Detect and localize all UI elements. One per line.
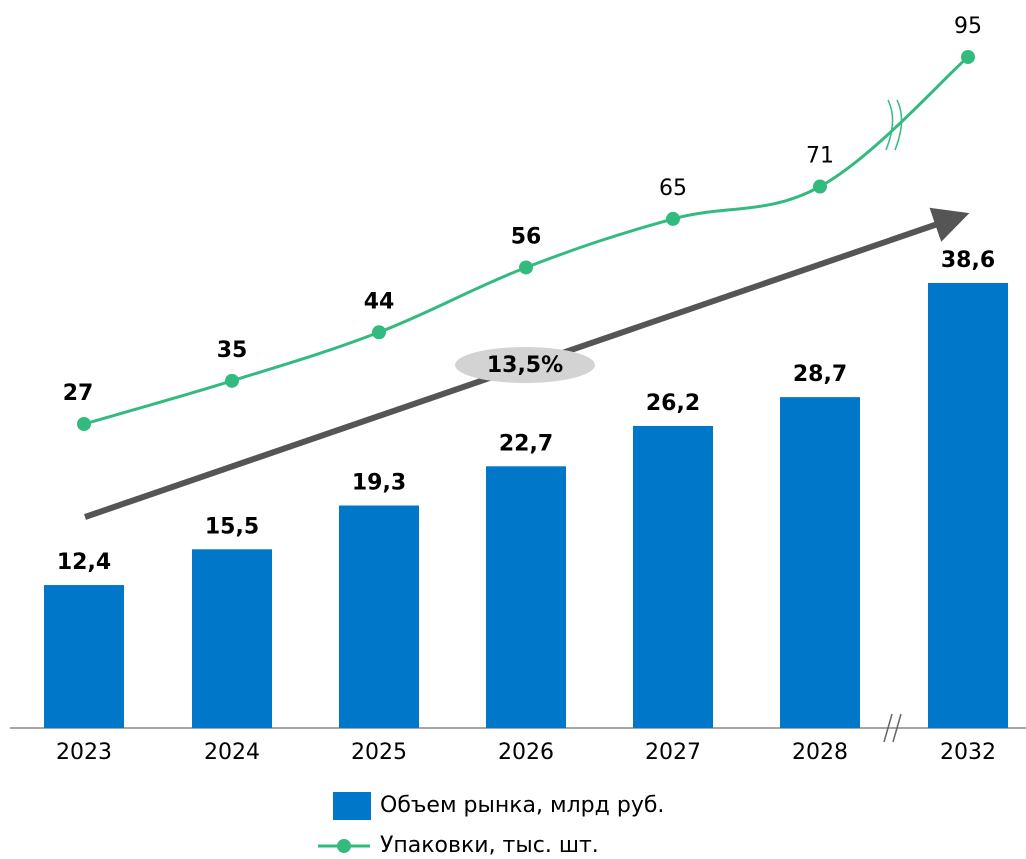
line-point (77, 417, 91, 431)
line-point (813, 179, 827, 194)
line-point (666, 211, 680, 226)
cagr-label: 13,5% (487, 353, 563, 378)
bar-value-label: 28,7 (793, 362, 847, 387)
line-point (225, 373, 239, 388)
bar-value-label: 22,7 (499, 431, 553, 456)
line-value-label: 65 (659, 176, 687, 201)
line-value-label: 35 (217, 338, 248, 363)
bar (486, 466, 566, 728)
x-tick-label: 2025 (351, 740, 407, 765)
bar (633, 425, 713, 728)
line-value-label: 27 (63, 381, 94, 406)
bar (44, 585, 124, 728)
x-tick-label: 2032 (940, 740, 996, 765)
legend-label: Упаковки, тыс. шт. (380, 833, 599, 858)
bar-value-label: 38,6 (941, 248, 995, 273)
cagr-badge (455, 347, 595, 383)
line-value-label: 44 (364, 289, 395, 314)
bar-value-label: 19,3 (352, 471, 406, 496)
legend-swatch (333, 792, 371, 820)
x-tick-label: 2024 (204, 740, 260, 765)
line-point (372, 325, 386, 340)
bar-value-label: 12,4 (57, 550, 111, 575)
line-value-label: 71 (806, 144, 834, 169)
bar (780, 397, 860, 728)
x-tick-label: 2027 (645, 740, 701, 765)
line-value-label: 56 (511, 224, 542, 249)
axis-break (883, 713, 902, 743)
line-value-label: 95 (954, 14, 982, 39)
legend-label: Объем рынка, млрд руб. (380, 793, 664, 818)
bar-value-label: 26,2 (646, 391, 700, 416)
bar (928, 283, 1008, 728)
bar (339, 505, 419, 728)
legend-marker (337, 839, 351, 853)
bar-value-label: 15,5 (205, 514, 259, 539)
line-point (961, 50, 975, 64)
x-tick-label: 2028 (792, 740, 848, 765)
x-tick-label: 2023 (56, 740, 112, 765)
x-tick-label: 2026 (498, 740, 554, 765)
line-point (519, 260, 533, 275)
bar (192, 549, 272, 728)
